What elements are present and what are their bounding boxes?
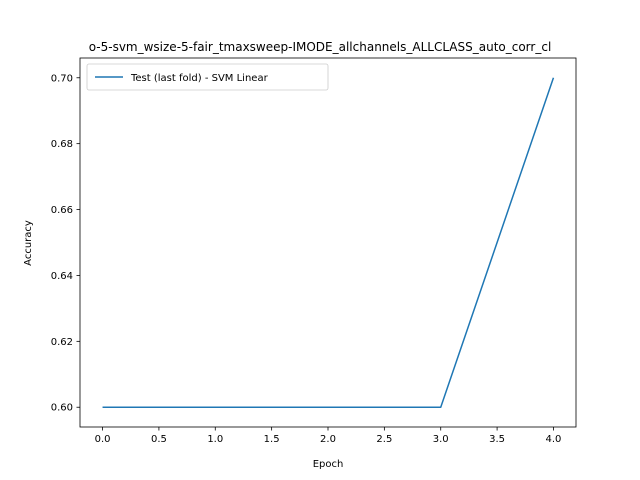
x-tick-label: 0.0 (95, 434, 111, 445)
x-tick-label: 3.5 (489, 434, 505, 445)
chart-title: o-5-svm_wsize-5-fair_tmaxsweep-IMODE_all… (89, 40, 552, 54)
y-tick-label: 0.70 (51, 73, 73, 84)
series-line-0 (102, 77, 555, 408)
x-tick-label: 1.0 (207, 434, 223, 445)
x-tick-label: 1.5 (264, 434, 280, 445)
x-axis-label: Epoch (313, 459, 344, 470)
x-tick-label: 3.0 (433, 434, 449, 445)
legend: Test (last fold) - SVM Linear (86, 63, 329, 91)
y-tick-label: 0.66 (51, 205, 73, 216)
y-tick-label: 0.62 (51, 337, 73, 348)
x-tick-label: 4.0 (546, 434, 562, 445)
y-axis-label: Accuracy (23, 220, 34, 266)
legend-entry-label: Test (last fold) - SVM Linear (130, 73, 269, 84)
y-tick-label: 0.60 (51, 403, 73, 414)
x-tick-label: 2.0 (320, 434, 336, 445)
y-tick-label: 0.64 (51, 271, 73, 282)
y-axis-ticks: 0.60 0.62 0.64 0.66 0.68 0.70 (51, 73, 80, 414)
x-tick-label: 2.5 (376, 434, 392, 445)
y-tick-label: 0.68 (51, 139, 73, 150)
legend-box (86, 63, 329, 91)
x-axis-ticks: 0.0 0.5 1.0 1.5 2.0 2.5 3.0 3.5 4.0 (95, 427, 562, 445)
x-tick-label: 0.5 (151, 434, 167, 445)
plot-area-frame (79, 57, 577, 428)
series-layer (102, 77, 555, 408)
